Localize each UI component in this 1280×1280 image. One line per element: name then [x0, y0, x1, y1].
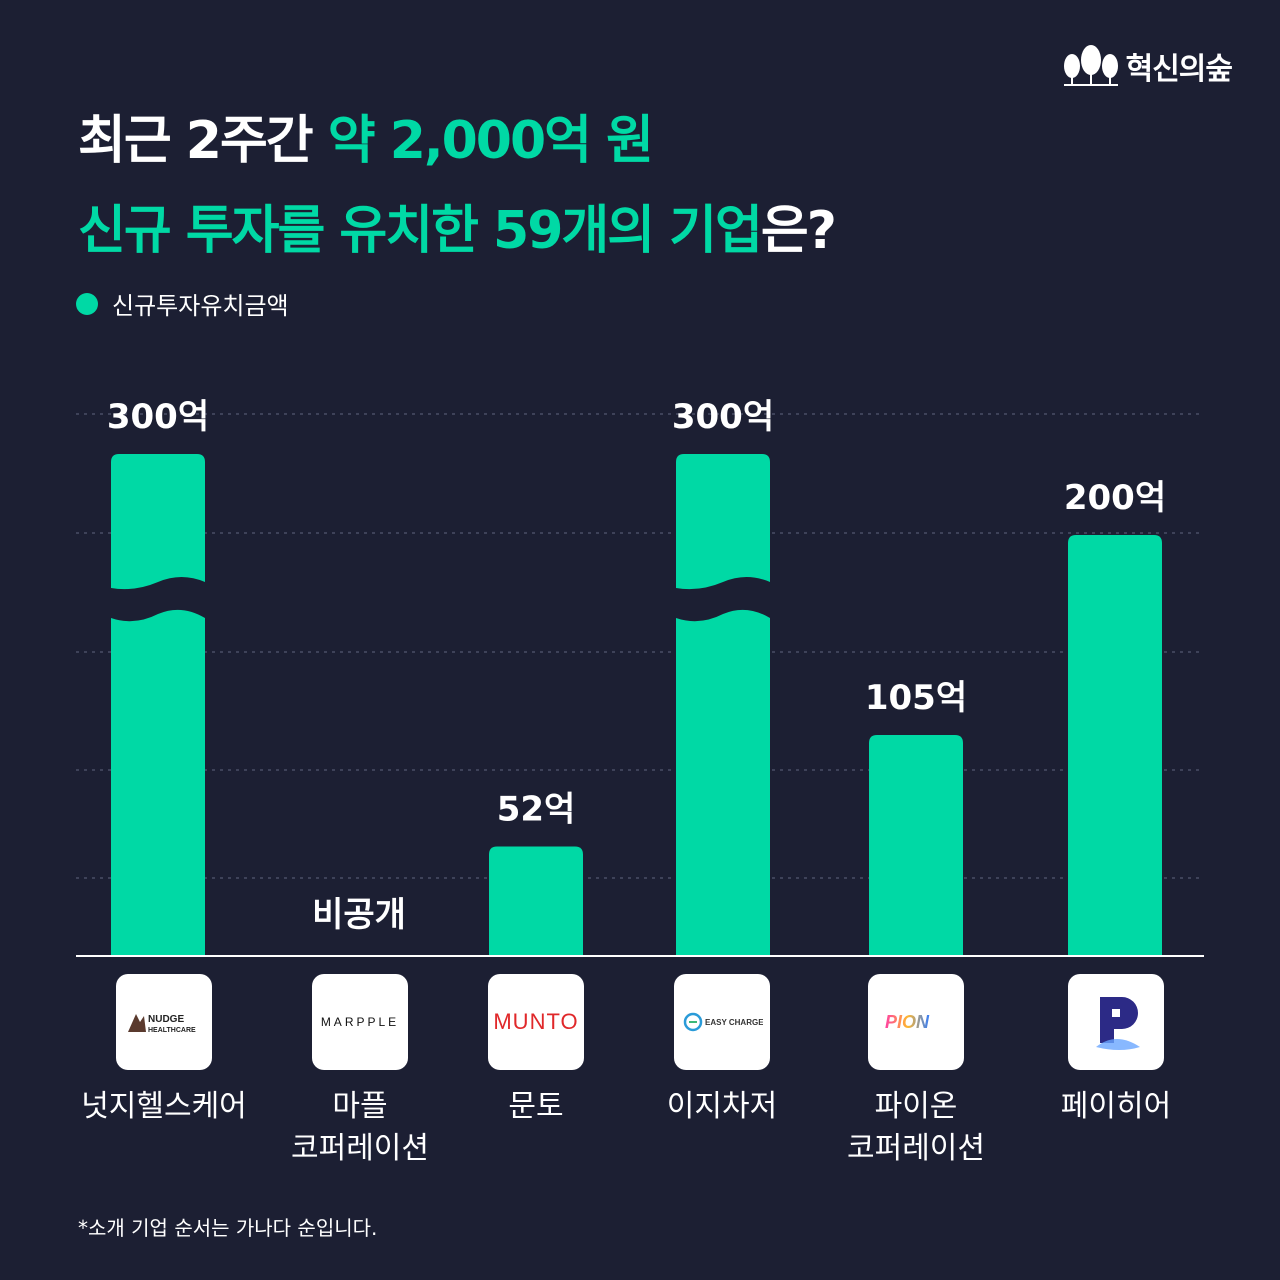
svg-text:HEALTHCARE: HEALTHCARE: [148, 1027, 196, 1034]
category-label-nudge: 넛지헬스케어: [81, 1089, 247, 1124]
legend-label: 신규투자유치금액: [112, 292, 289, 320]
bar-0-upper: [111, 454, 205, 590]
data-label-0: 300억: [107, 397, 209, 437]
logo-easy-charger: EASY CHARGER: [674, 974, 770, 1070]
bar-3-upper: [676, 454, 770, 590]
svg-text:EASY CHARGER: EASY CHARGER: [705, 1018, 763, 1027]
logo-nudge-healthcare: NUDGE HEALTHCARE: [116, 974, 212, 1070]
bar-4: [869, 734, 963, 956]
pion-logo: PION: [885, 1012, 930, 1032]
category-label-marpple: 마플 코퍼레이션: [291, 1089, 429, 1166]
category-label-munto: 문토: [508, 1089, 564, 1124]
title-part-white-2: 은?: [760, 201, 837, 261]
logo-marpple: MARPPLE: [312, 974, 408, 1070]
bar-0-lower: [111, 609, 205, 956]
title-part-green-2: 신규 투자를 유치한 59개의 기업: [78, 201, 763, 261]
marpple-logo: MARPPLE: [320, 1015, 400, 1029]
data-label-1: 비공개: [312, 895, 406, 935]
easy-charger-logo: EASY CHARGER: [683, 1012, 763, 1032]
data-label-5: 200억: [1064, 478, 1166, 518]
brand-logo: 혁신의숲: [1062, 44, 1233, 88]
title-part-green: 약 2,000억 원: [327, 111, 654, 171]
bar-2: [489, 846, 583, 956]
data-label-3: 300억: [672, 397, 774, 437]
category-label-pion: 파이온 코퍼레이션: [847, 1089, 985, 1166]
page-title: 최근 2주간 약 2,000억 원 신규 투자를 유치한 59개의 기업은?: [78, 96, 837, 276]
bar-3-lower: [676, 609, 770, 956]
title-line-2: 신규 투자를 유치한 59개의 기업은?: [78, 186, 837, 276]
legend-swatch: [76, 292, 98, 315]
title-line-1: 최근 2주간 약 2,000억 원: [78, 96, 835, 186]
chart-legend: 신규투자유치금액: [76, 286, 289, 321]
logo-pion: PION: [868, 974, 964, 1070]
payhere-logo: [1096, 997, 1140, 1050]
svg-text:PION: PION: [885, 1012, 930, 1032]
munto-logo: MUNTO: [493, 1009, 579, 1034]
category-label-payhere: 페이히어: [1060, 1089, 1172, 1124]
logo-payhere: [1068, 974, 1164, 1070]
bar-5: [1068, 535, 1162, 956]
svg-text:NUDGE: NUDGE: [148, 1014, 184, 1025]
logo-munto: MUNTO: [488, 974, 584, 1070]
footnote: *소개 기업 순서는 가나다 순입니다.: [78, 1216, 378, 1240]
brand-name: 혁신의숲: [1125, 52, 1233, 87]
category-label-easy-charger: 이지차저: [666, 1089, 778, 1124]
forest-trees-icon: [1063, 45, 1118, 86]
data-label-2: 52억: [497, 790, 576, 830]
title-part-white: 최근 2주간: [78, 111, 328, 171]
nudge-healthcare-logo: NUDGE HEALTHCARE: [128, 1014, 196, 1034]
data-label-4: 105억: [865, 678, 967, 718]
